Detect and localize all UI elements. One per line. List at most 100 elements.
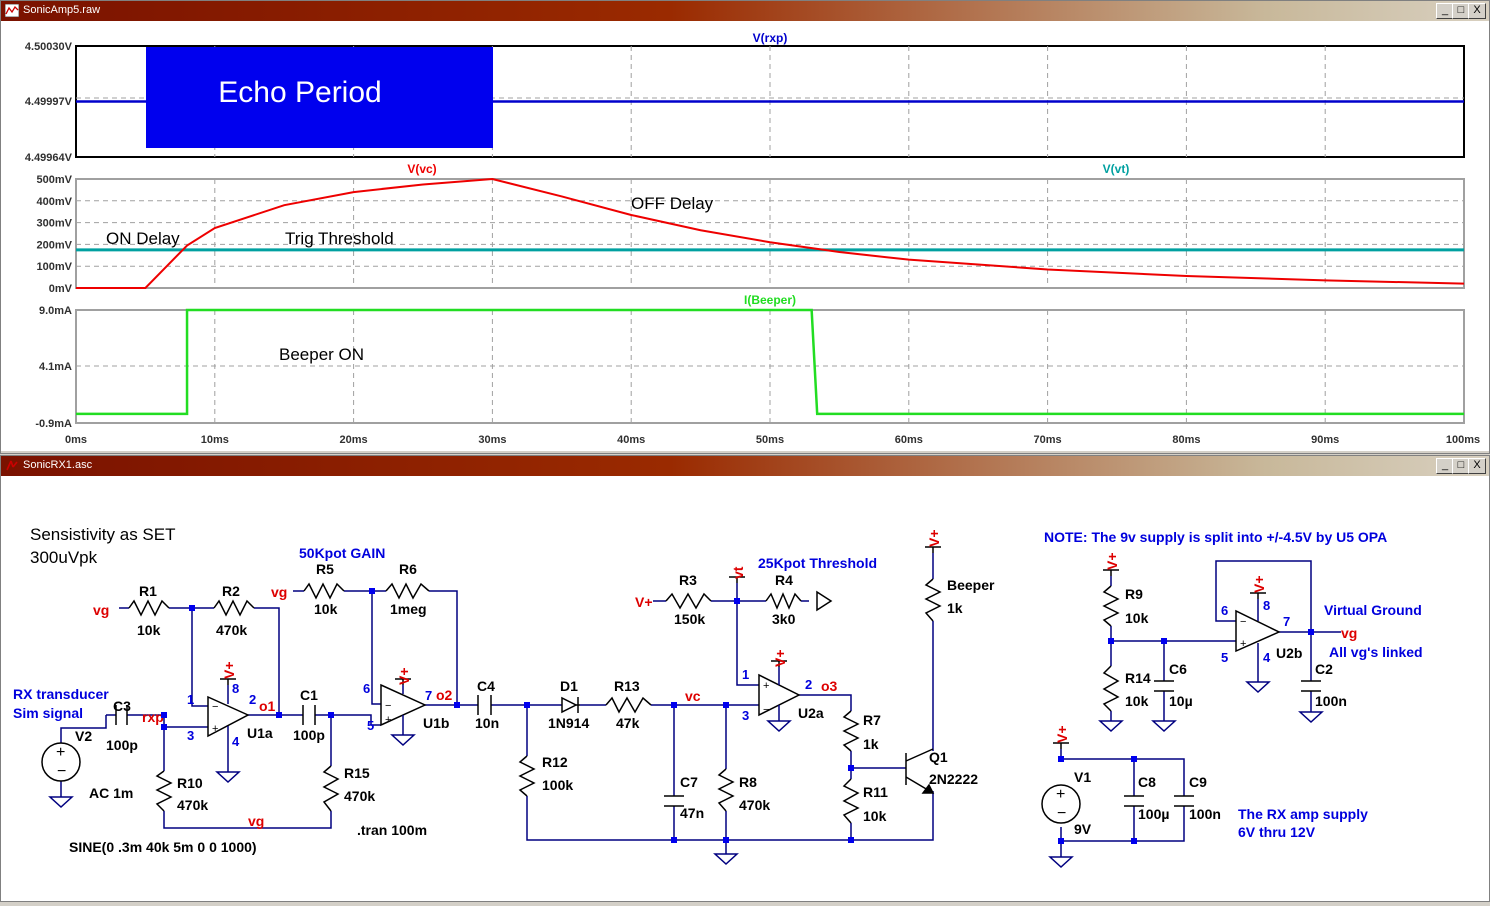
- transistor-symbol: [905, 748, 935, 794]
- V2-label: V2: [75, 728, 92, 744]
- svg-text:+: +: [56, 744, 65, 761]
- schematic-titlebar[interactable]: SonicRX1.asc _ □ X: [1, 456, 1489, 476]
- svg-text:C1: C1: [300, 687, 318, 703]
- C1-value: 100p: [293, 727, 325, 743]
- schematic-title: SonicRX1.asc: [23, 459, 93, 471]
- waveform-svg: V(rxp) 4.50030V 4.49997V 4.49964V Echo P…: [25, 31, 1480, 446]
- trig-threshold-label: Trig Threshold: [285, 229, 394, 248]
- U1a-symbol: [207, 695, 250, 738]
- schematic-canvas[interactable]: Sensistivity as SET 300uVpk 50Kpot GAIN …: [1, 476, 1489, 901]
- R1-symbol: [128, 599, 170, 617]
- svg-text:+: +: [1056, 786, 1065, 803]
- x-tick-0: 0ms: [65, 434, 87, 446]
- R15-value: 470k: [344, 788, 375, 804]
- svg-text:R6: R6: [399, 561, 417, 577]
- svg-text:+: +: [212, 723, 218, 735]
- R8-symbol: [717, 768, 735, 812]
- svg-text:1: 1: [742, 667, 749, 682]
- R6-symbol: [385, 582, 430, 600]
- junction-dot: [1308, 629, 1314, 635]
- svg-text:R3: R3: [679, 572, 697, 588]
- waveform-titlebar[interactable]: SonicAmp5.raw _ □ X: [1, 1, 1489, 21]
- svg-text:6: 6: [363, 681, 370, 696]
- net-o3: o3: [821, 678, 838, 694]
- C7-value: 47n: [680, 805, 704, 821]
- R10-symbol: [155, 770, 173, 812]
- U1a-label: U1a: [247, 725, 273, 741]
- echo-period-label: Echo Period: [218, 76, 381, 109]
- svg-text:R14: R14: [1125, 670, 1151, 686]
- svg-text:R2: R2: [222, 583, 240, 599]
- Q1-label: Q1: [929, 749, 948, 765]
- close-button[interactable]: X: [1468, 458, 1486, 474]
- x-tick-2: 20ms: [340, 434, 368, 446]
- svg-text:3: 3: [742, 708, 749, 723]
- svg-text:R13: R13: [614, 678, 640, 694]
- echo-period-burst: [146, 47, 493, 148]
- net-vg-4: vg: [1341, 625, 1357, 641]
- junction-dot: [848, 765, 854, 771]
- svg-text:+: +: [763, 680, 769, 692]
- svg-text:4: 4: [232, 734, 240, 749]
- x-tick-7: 70ms: [1034, 434, 1062, 446]
- x-tick-5: 50ms: [756, 434, 784, 446]
- y-tick-vc-0: 500mV: [37, 174, 73, 186]
- net-rxp: rxp: [142, 709, 164, 725]
- svg-text:5: 5: [1221, 650, 1228, 665]
- x-tick-6: 60ms: [895, 434, 923, 446]
- svg-text:R15: R15: [344, 765, 370, 781]
- net-vplus-u2b: V+: [1251, 575, 1267, 593]
- beeper-trace: [76, 308, 1464, 416]
- svg-text:C6: C6: [1169, 661, 1187, 677]
- svg-text:C9: C9: [1189, 774, 1207, 790]
- net-vplus-u1b: V+: [396, 667, 412, 685]
- junction-dot: [1131, 756, 1137, 762]
- y-tick-beeper-2: -0.9mA: [35, 418, 72, 430]
- svg-text:−: −: [212, 701, 218, 713]
- R12-symbol: [518, 755, 536, 797]
- close-button[interactable]: X: [1468, 3, 1486, 19]
- schematic-wires: [60, 553, 1341, 849]
- R1-value: 10k: [137, 622, 161, 638]
- junction-dot: [161, 724, 167, 730]
- U2b-label: U2b: [1276, 645, 1302, 661]
- Q1-value: 2N2222: [929, 771, 978, 787]
- svg-text:8: 8: [1263, 598, 1270, 613]
- C3-value: 100p: [106, 737, 138, 753]
- waveform-plot-area[interactable]: V(rxp) 4.50030V 4.49997V 4.49964V Echo P…: [1, 21, 1489, 451]
- waveform-window: SonicAmp5.raw _ □ X V(rxp) 4.50030V 4.49…: [0, 0, 1490, 454]
- x-tick-10: 100ms: [1446, 434, 1480, 446]
- tran-directive: .tran 100m: [357, 822, 427, 838]
- supply-note: NOTE: The 9v supply is split into +/-4.5…: [1044, 529, 1387, 545]
- svg-text:8: 8: [232, 681, 239, 696]
- beeper-label: Beeper: [947, 577, 995, 593]
- y-tick-vc-3: 200mV: [37, 239, 73, 251]
- sensitivity-text-2: 300uVpk: [30, 548, 98, 567]
- C4-value: 10n: [475, 715, 499, 731]
- svg-text:2: 2: [249, 692, 256, 707]
- y-tick-rxp-0: 4.50030V: [25, 41, 73, 53]
- net-vg-1: vg: [93, 602, 109, 618]
- waveform-title: SonicAmp5.raw: [23, 4, 101, 16]
- sine-directive: SINE(0 .3m 40k 5m 0 0 1000): [69, 839, 257, 855]
- vc-trace: [76, 177, 1465, 289]
- R8-value: 470k: [739, 797, 770, 813]
- rx-supply-note-2: 6V thru 12V: [1238, 824, 1316, 840]
- sim-signal-note: Sim signal: [13, 705, 83, 721]
- trace-label-rxp: V(rxp): [753, 31, 788, 45]
- svg-text:R7: R7: [863, 712, 881, 728]
- svg-text:R10: R10: [177, 775, 203, 791]
- virtual-ground-note: Virtual Ground: [1324, 602, 1422, 618]
- x-tick-8: 80ms: [1172, 434, 1200, 446]
- junction-dot: [328, 712, 334, 718]
- beeper-value: 1k: [947, 600, 963, 616]
- trace-label-vt: V(vt): [1103, 162, 1130, 176]
- schematic-svg: Sensistivity as SET 300uVpk 50Kpot GAIN …: [13, 525, 1423, 868]
- svg-text:−: −: [1240, 616, 1246, 628]
- V1-label: V1: [1074, 769, 1091, 785]
- junction-dot: [276, 712, 282, 718]
- D1-label: D1: [560, 678, 578, 694]
- svg-text:5: 5: [367, 718, 374, 733]
- net-o2: o2: [436, 687, 453, 703]
- R10-value: 470k: [177, 797, 208, 813]
